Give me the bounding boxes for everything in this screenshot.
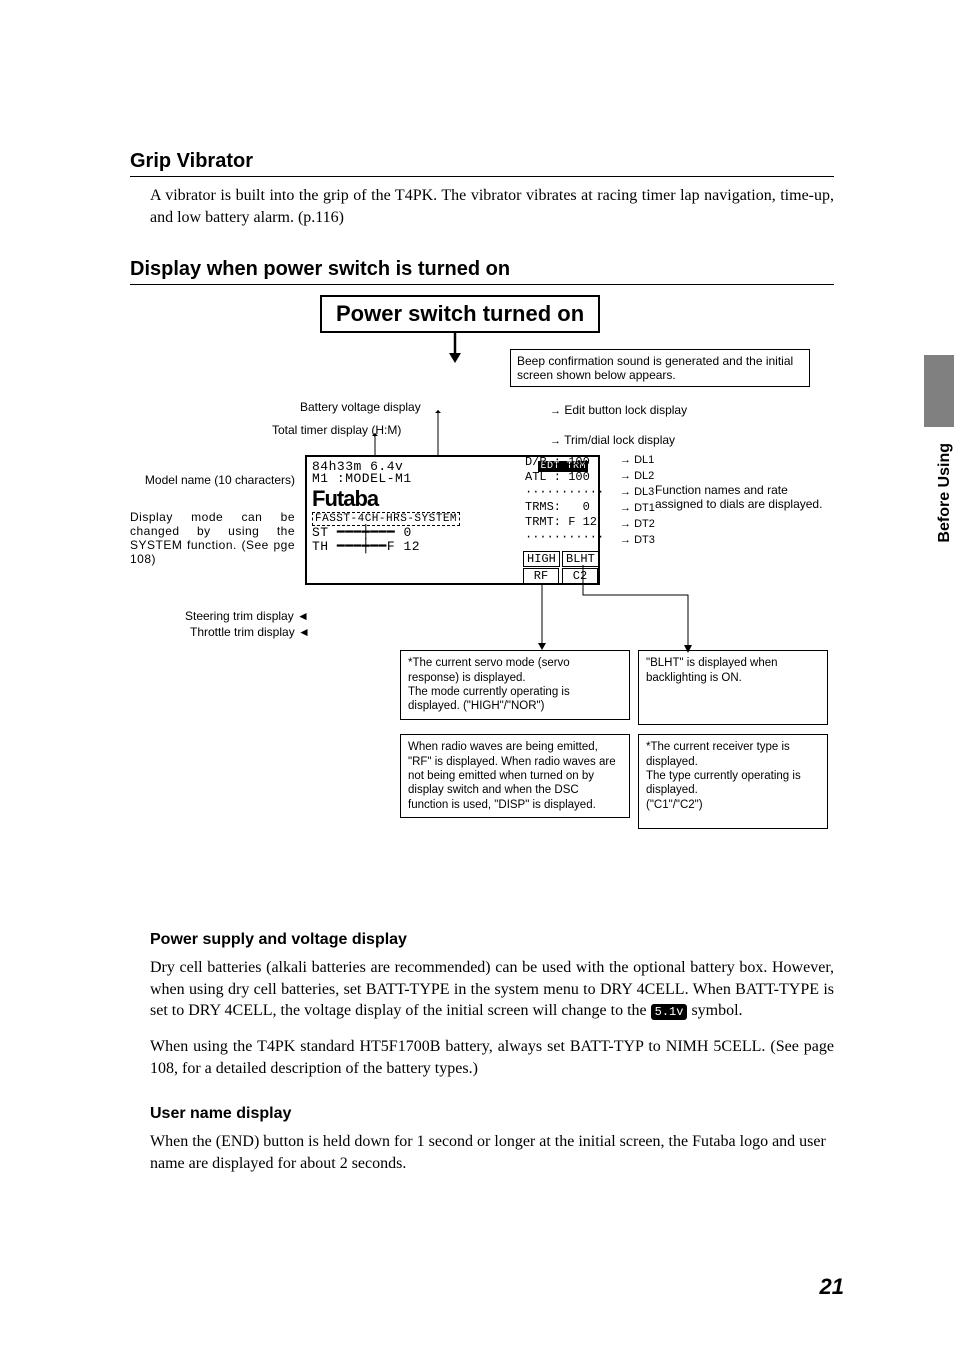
arrow-high-icon	[537, 585, 547, 650]
side-tab-block	[924, 355, 954, 427]
lcd-system: FASST-4CH-HRS-SYSTEM	[312, 512, 460, 526]
dt1: DT1	[620, 501, 655, 517]
note-rf: When radio waves are being emitted, "RF"…	[400, 734, 630, 818]
dial-readout: D/R : 100 ATL : 100 ··········· TRMS: 0 …	[525, 455, 604, 545]
power-diagram: Power switch turned on Beep confirmation…	[130, 295, 834, 905]
power-switch-title: Power switch turned on	[320, 295, 600, 333]
page-number: 21	[820, 1274, 844, 1300]
arrow-timer-icon	[370, 433, 380, 455]
status-rf: RF	[523, 568, 559, 584]
sub-user-p1: When the (END) button is held down for 1…	[130, 1131, 834, 1174]
sub-power-title: Power supply and voltage display	[130, 931, 834, 949]
dl-dt-labels: DL1 DL2 DL3 DT1 DT2 DT3	[620, 453, 655, 549]
lcd-dl3: ···········	[525, 485, 604, 500]
lcd-dt3: ···········	[525, 530, 604, 545]
func-names-note: Function names and rate assigned to dial…	[655, 483, 825, 511]
label-total-timer: Total timer display (H:M)	[272, 423, 401, 437]
arrow-blht-icon	[578, 565, 698, 655]
label-trim-lock: → Trim/dial lock display	[550, 433, 675, 447]
lcd-trms: TRMS: 0	[525, 500, 604, 515]
beep-confirmation-box: Beep confirmation sound is generated and…	[510, 349, 810, 387]
label-edit-lock: → Edit button lock display	[550, 403, 687, 417]
note-servo-mode: *The current servo mode (servo response)…	[400, 650, 630, 720]
dl1: DL1	[620, 453, 655, 469]
lcd-trmt: TRMT: F 12	[525, 515, 604, 530]
label-steering-trim: Steering trim display ◄	[185, 609, 309, 623]
label-edit-lock-text: Edit button lock display	[564, 403, 687, 417]
sub-user-title: User name display	[130, 1105, 834, 1123]
sub-power-p2: When using the T4PK standard HT5F1700B b…	[130, 1036, 834, 1079]
sub-power-p1b: symbol.	[687, 1002, 742, 1019]
label-model-name: Model name (10 characters)	[120, 473, 295, 487]
section-grip-body: A vibrator is built into the grip of the…	[130, 185, 834, 228]
lcd-dr: D/R : 100	[525, 455, 604, 470]
arrow-down-icon	[448, 333, 462, 363]
label-throttle-trim: Throttle trim display ◄	[190, 625, 310, 639]
note-receiver: *The current receiver type is displayed.…	[638, 734, 828, 829]
section-display-title: Display when power switch is turned on	[130, 258, 834, 285]
label-trim-lock-text: Trim/dial lock display	[564, 433, 675, 447]
label-battery-voltage: Battery voltage display	[300, 400, 421, 414]
note-blht: "BLHT" is displayed when backlighting is…	[638, 650, 828, 725]
dl2: DL2	[620, 469, 655, 485]
dl3: DL3	[620, 485, 655, 501]
battery-symbol-icon: 5.1v	[651, 1004, 688, 1020]
dt2: DT2	[620, 517, 655, 533]
sub-power-p1: Dry cell batteries (alkali batteries are…	[130, 957, 834, 1022]
lcd-atl: ATL : 100	[525, 470, 604, 485]
arrow-battery-icon	[433, 410, 443, 455]
dt3: DT3	[620, 533, 655, 549]
section-grip-title: Grip Vibrator	[130, 150, 834, 177]
side-tab-label: Before Using	[936, 443, 954, 543]
status-high: HIGH	[523, 551, 560, 567]
label-display-mode: Display mode can be changed by using the…	[130, 510, 295, 566]
